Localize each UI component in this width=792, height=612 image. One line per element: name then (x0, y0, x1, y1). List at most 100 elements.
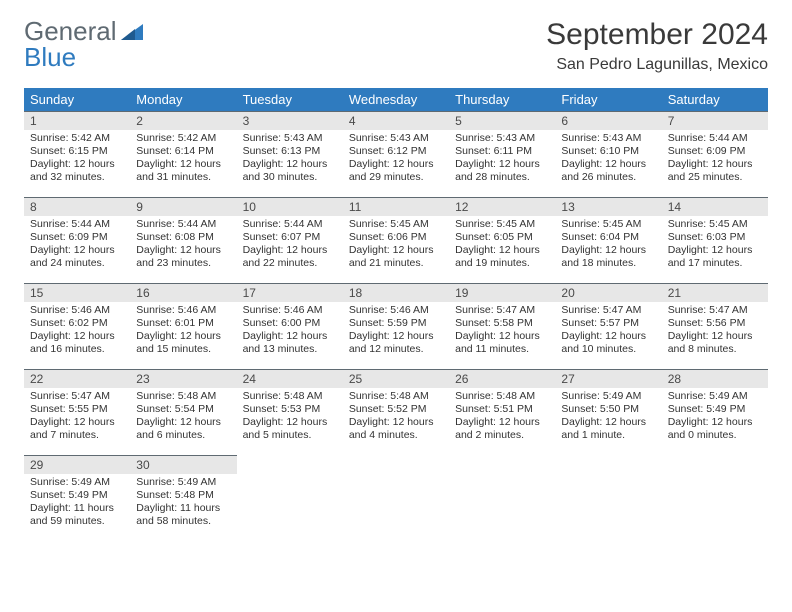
calendar-week-row: 1Sunrise: 5:42 AMSunset: 6:15 PMDaylight… (24, 111, 768, 197)
calendar-day-cell (343, 455, 449, 541)
sunrise-line: Sunrise: 5:46 AM (136, 304, 230, 317)
sunrise-line: Sunrise: 5:48 AM (243, 390, 337, 403)
sunset-line: Sunset: 6:01 PM (136, 317, 230, 330)
calendar-day-cell: 9Sunrise: 5:44 AMSunset: 6:08 PMDaylight… (130, 197, 236, 283)
day-details: Sunrise: 5:44 AMSunset: 6:09 PMDaylight:… (662, 130, 768, 189)
sunset-line: Sunset: 6:07 PM (243, 231, 337, 244)
sunset-line: Sunset: 5:56 PM (668, 317, 762, 330)
day-number: 27 (555, 369, 661, 388)
daylight-line: Daylight: 12 hours and 32 minutes. (30, 158, 124, 184)
calendar-day-cell: 13Sunrise: 5:45 AMSunset: 6:04 PMDayligh… (555, 197, 661, 283)
calendar-week-row: 22Sunrise: 5:47 AMSunset: 5:55 PMDayligh… (24, 369, 768, 455)
daylight-line: Daylight: 11 hours and 59 minutes. (30, 502, 124, 528)
sunrise-line: Sunrise: 5:47 AM (668, 304, 762, 317)
day-details: Sunrise: 5:45 AMSunset: 6:04 PMDaylight:… (555, 216, 661, 275)
daylight-line: Daylight: 12 hours and 11 minutes. (455, 330, 549, 356)
sunrise-line: Sunrise: 5:43 AM (455, 132, 549, 145)
calendar-day-cell: 18Sunrise: 5:46 AMSunset: 5:59 PMDayligh… (343, 283, 449, 369)
daylight-line: Daylight: 12 hours and 19 minutes. (455, 244, 549, 270)
sunset-line: Sunset: 6:09 PM (30, 231, 124, 244)
day-number: 29 (24, 455, 130, 474)
sunrise-line: Sunrise: 5:45 AM (349, 218, 443, 231)
logo-triangle-icon (121, 22, 143, 44)
day-details: Sunrise: 5:46 AMSunset: 6:02 PMDaylight:… (24, 302, 130, 361)
day-details: Sunrise: 5:46 AMSunset: 5:59 PMDaylight:… (343, 302, 449, 361)
day-details: Sunrise: 5:48 AMSunset: 5:53 PMDaylight:… (237, 388, 343, 447)
calendar-day-cell: 23Sunrise: 5:48 AMSunset: 5:54 PMDayligh… (130, 369, 236, 455)
calendar-day-cell: 29Sunrise: 5:49 AMSunset: 5:49 PMDayligh… (24, 455, 130, 541)
sunset-line: Sunset: 6:10 PM (561, 145, 655, 158)
day-details: Sunrise: 5:47 AMSunset: 5:55 PMDaylight:… (24, 388, 130, 447)
day-number: 23 (130, 369, 236, 388)
sunrise-line: Sunrise: 5:45 AM (668, 218, 762, 231)
daylight-line: Daylight: 12 hours and 23 minutes. (136, 244, 230, 270)
daylight-line: Daylight: 12 hours and 28 minutes. (455, 158, 549, 184)
calendar-day-cell: 27Sunrise: 5:49 AMSunset: 5:50 PMDayligh… (555, 369, 661, 455)
daylight-line: Daylight: 12 hours and 30 minutes. (243, 158, 337, 184)
daylight-line: Daylight: 12 hours and 0 minutes. (668, 416, 762, 442)
sunrise-line: Sunrise: 5:43 AM (561, 132, 655, 145)
day-number: 8 (24, 197, 130, 216)
day-number: 16 (130, 283, 236, 302)
logo-text-general: General (24, 18, 117, 44)
sunset-line: Sunset: 5:57 PM (561, 317, 655, 330)
calendar-day-cell: 8Sunrise: 5:44 AMSunset: 6:09 PMDaylight… (24, 197, 130, 283)
sunset-line: Sunset: 6:11 PM (455, 145, 549, 158)
daylight-line: Daylight: 12 hours and 24 minutes. (30, 244, 124, 270)
day-number: 21 (662, 283, 768, 302)
sunset-line: Sunset: 5:59 PM (349, 317, 443, 330)
sunrise-line: Sunrise: 5:47 AM (30, 390, 124, 403)
sunset-line: Sunset: 6:02 PM (30, 317, 124, 330)
calendar-day-cell: 26Sunrise: 5:48 AMSunset: 5:51 PMDayligh… (449, 369, 555, 455)
day-details: Sunrise: 5:49 AMSunset: 5:49 PMDaylight:… (24, 474, 130, 533)
sunrise-line: Sunrise: 5:45 AM (561, 218, 655, 231)
sunrise-line: Sunrise: 5:49 AM (561, 390, 655, 403)
daylight-line: Daylight: 12 hours and 6 minutes. (136, 416, 230, 442)
location-label: San Pedro Lagunillas, Mexico (546, 56, 768, 74)
day-details: Sunrise: 5:49 AMSunset: 5:50 PMDaylight:… (555, 388, 661, 447)
sunrise-line: Sunrise: 5:48 AM (349, 390, 443, 403)
calendar-day-cell (237, 455, 343, 541)
day-number: 13 (555, 197, 661, 216)
day-details: Sunrise: 5:44 AMSunset: 6:08 PMDaylight:… (130, 216, 236, 275)
calendar-day-cell: 16Sunrise: 5:46 AMSunset: 6:01 PMDayligh… (130, 283, 236, 369)
daylight-line: Daylight: 11 hours and 58 minutes. (136, 502, 230, 528)
daylight-line: Daylight: 12 hours and 7 minutes. (30, 416, 124, 442)
day-number: 25 (343, 369, 449, 388)
sunset-line: Sunset: 5:54 PM (136, 403, 230, 416)
sunset-line: Sunset: 5:50 PM (561, 403, 655, 416)
sunset-line: Sunset: 5:53 PM (243, 403, 337, 416)
sunset-line: Sunset: 5:49 PM (668, 403, 762, 416)
day-number: 5 (449, 111, 555, 130)
daylight-line: Daylight: 12 hours and 12 minutes. (349, 330, 443, 356)
day-details: Sunrise: 5:46 AMSunset: 6:00 PMDaylight:… (237, 302, 343, 361)
daylight-line: Daylight: 12 hours and 13 minutes. (243, 330, 337, 356)
sunset-line: Sunset: 6:05 PM (455, 231, 549, 244)
day-number: 26 (449, 369, 555, 388)
calendar-day-cell: 15Sunrise: 5:46 AMSunset: 6:02 PMDayligh… (24, 283, 130, 369)
sunset-line: Sunset: 6:03 PM (668, 231, 762, 244)
day-number: 10 (237, 197, 343, 216)
day-number: 17 (237, 283, 343, 302)
page-header: General Blue September 2024 San Pedro La… (24, 18, 768, 74)
sunset-line: Sunset: 6:13 PM (243, 145, 337, 158)
sunset-line: Sunset: 5:55 PM (30, 403, 124, 416)
calendar-day-cell: 25Sunrise: 5:48 AMSunset: 5:52 PMDayligh… (343, 369, 449, 455)
sunrise-line: Sunrise: 5:46 AM (349, 304, 443, 317)
day-details: Sunrise: 5:49 AMSunset: 5:49 PMDaylight:… (662, 388, 768, 447)
day-number: 15 (24, 283, 130, 302)
sunrise-line: Sunrise: 5:46 AM (243, 304, 337, 317)
day-details: Sunrise: 5:43 AMSunset: 6:12 PMDaylight:… (343, 130, 449, 189)
calendar-day-cell: 28Sunrise: 5:49 AMSunset: 5:49 PMDayligh… (662, 369, 768, 455)
day-number: 30 (130, 455, 236, 474)
day-details: Sunrise: 5:43 AMSunset: 6:13 PMDaylight:… (237, 130, 343, 189)
sunrise-line: Sunrise: 5:42 AM (136, 132, 230, 145)
calendar-day-cell: 2Sunrise: 5:42 AMSunset: 6:14 PMDaylight… (130, 111, 236, 197)
calendar-header-row: SundayMondayTuesdayWednesdayThursdayFrid… (24, 88, 768, 111)
month-title: September 2024 (546, 18, 768, 52)
daylight-line: Daylight: 12 hours and 16 minutes. (30, 330, 124, 356)
calendar-day-cell: 5 Sunrise: 5:43 AMSunset: 6:11 PMDaylight… (449, 111, 555, 197)
day-details: Sunrise: 5:47 AMSunset: 5:58 PMDaylight:… (449, 302, 555, 361)
sunrise-line: Sunrise: 5:43 AM (243, 132, 337, 145)
day-details: Sunrise: 5:47 AMSunset: 5:56 PMDaylight:… (662, 302, 768, 361)
